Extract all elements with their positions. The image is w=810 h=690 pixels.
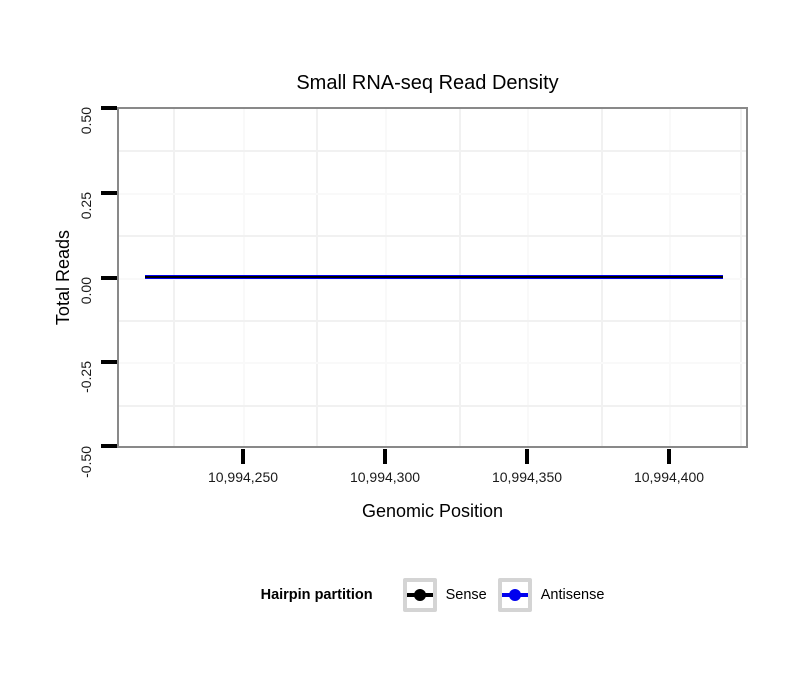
y-tick: [101, 191, 117, 195]
x-tick: [383, 449, 387, 464]
sense-point-icon: [413, 589, 426, 601]
x-tick: [525, 449, 529, 464]
y-tick-label: -0.25: [78, 361, 94, 393]
y-tick: [101, 276, 117, 280]
legend-title: Hairpin partition: [260, 587, 373, 603]
y-tick: [101, 444, 117, 448]
series-line-sense: [145, 276, 723, 278]
antisense-point-icon: [508, 589, 521, 601]
x-axis-title: Genomic Position: [361, 501, 504, 521]
legend-key-sense: [402, 578, 437, 612]
y-tick-label: 0.50: [78, 107, 94, 135]
y-axis-title: Total Reads: [49, 107, 77, 448]
gridline-h-major: [119, 193, 746, 195]
x-tick-label: 10,994,400: [633, 469, 705, 485]
x-tick-label: 10,994,300: [349, 469, 421, 485]
gridline-h-minor: [119, 405, 746, 407]
chart-title: Small RNA-seq Read Density: [296, 72, 559, 94]
y-tick-label: 0.25: [78, 192, 94, 220]
x-tick-label: 10,994,250: [207, 469, 279, 485]
legend: Hairpin partition Sense Antisense: [117, 578, 748, 612]
gridline-h-minor: [119, 320, 746, 322]
y-tick: [101, 106, 117, 110]
gridline-h-minor: [119, 235, 746, 237]
gridline-h-major: [119, 278, 746, 280]
x-tick: [667, 449, 671, 464]
gridline-h-minor: [119, 150, 746, 152]
y-tick-label: 0.00: [78, 277, 94, 305]
legend-label-antisense: Antisense: [540, 587, 605, 603]
x-tick: [241, 449, 245, 464]
y-tick-label: -0.50: [78, 446, 94, 478]
gridline-v-minor: [740, 109, 742, 446]
legend-label-sense: Sense: [445, 587, 487, 603]
gridline-h-major: [119, 362, 746, 364]
y-axis-title-text: Total Reads: [52, 229, 73, 326]
series-line-antisense: [145, 275, 723, 279]
x-tick-label: 10,994,350: [491, 469, 563, 485]
legend-key-antisense: [497, 578, 532, 612]
plot-panel: [117, 107, 748, 448]
y-tick: [101, 360, 117, 364]
